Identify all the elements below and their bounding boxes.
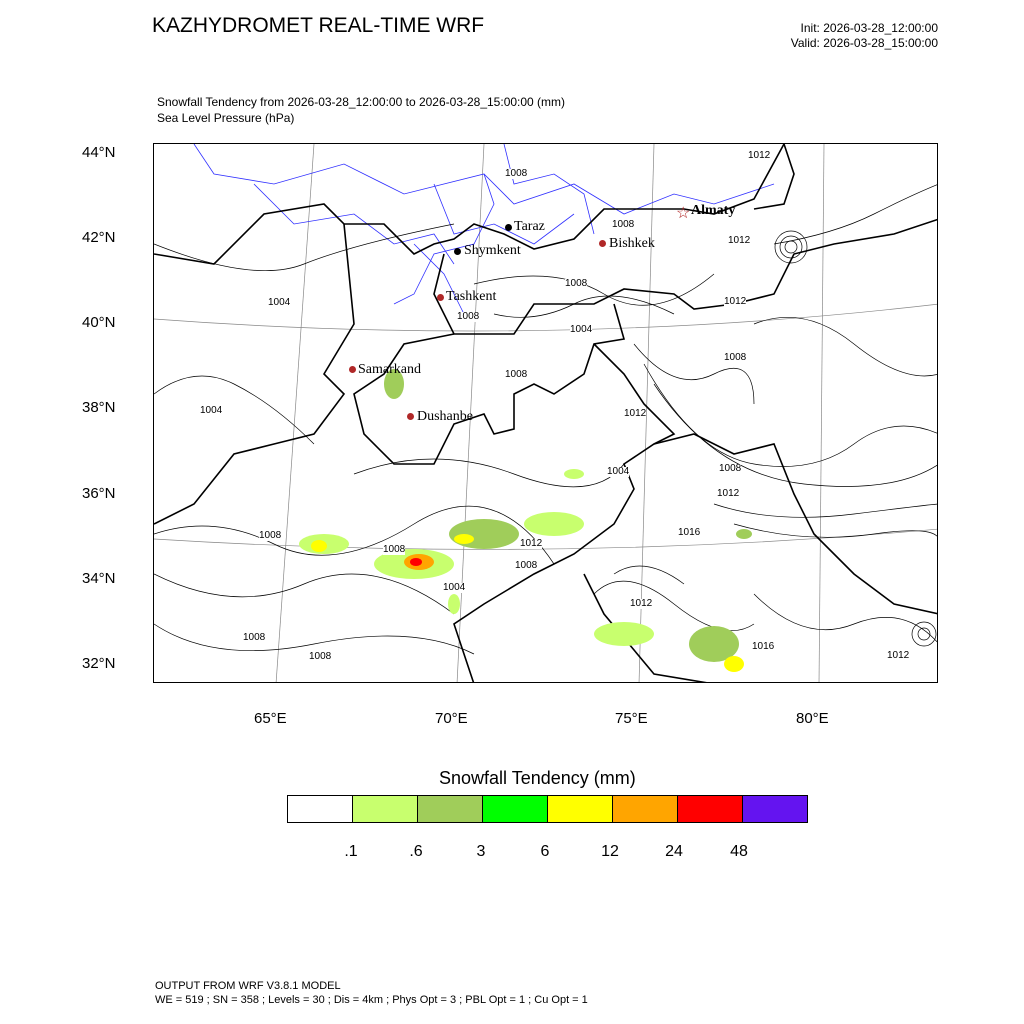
colorbar-swatch [677,796,742,822]
subtitle-slp: Sea Level Pressure (hPa) [157,111,295,125]
contour-label: 1008 [505,369,528,380]
colorbar-swatch [417,796,482,822]
lat-label: 36°N [82,485,116,502]
contour-label: 1008 [243,632,266,643]
colorbar-label: 48 [730,843,748,860]
lon-label: 65°E [254,710,287,727]
lon-label: 80°E [796,710,829,727]
footer-config: WE = 519 ; SN = 358 ; Levels = 30 ; Dis … [155,994,588,1006]
almaty-star-icon: ☆ [676,205,691,222]
city-label-tashkent: Tashkent [446,289,497,304]
lat-label: 34°N [82,570,116,587]
subtitle-snowfall: Snowfall Tendency from 2026-03-28_12:00:… [157,95,566,109]
contour-label: 1008 [719,463,742,474]
contour-label: 1012 [728,235,751,246]
colorbar-label: .6 [409,843,423,860]
contour-label: 1004 [443,582,466,593]
colorbar-swatch [612,796,677,822]
city-marker [349,366,356,373]
footer-model: OUTPUT FROM WRF V3.8.1 MODEL [155,980,341,992]
city-marker [599,240,606,247]
page-title: KAZHYDROMET REAL-TIME WRF [152,14,485,37]
contour-label: 1008 [383,544,406,555]
colorbar-swatch [742,796,807,822]
contour-label: 1008 [259,530,282,541]
contour-label: 1008 [505,168,528,179]
city-label-samarkand: Samarkand [358,362,421,377]
city-label-almaty: Almaty [691,203,736,218]
colorbar-swatch [288,796,352,822]
contour-label: 1012 [624,408,647,419]
valid-time: Valid: 2026-03-28_15:00:00 [790,36,938,50]
colorbar [287,795,808,823]
city-marker [407,413,414,420]
city-label-bishkek: Bishkek [609,236,655,251]
city-label-dushanbe: Dushanbe [417,409,473,424]
init-time: Init: 2026-03-28_12:00:00 [800,21,938,35]
slp-contours [154,184,937,655]
colorbar-label: 3 [476,843,486,860]
lat-label: 42°N [82,229,116,246]
snowfall-shading [299,369,752,672]
contour-label: 1016 [752,641,775,652]
colorbar-title: Snowfall Tendency (mm) [439,768,636,788]
colorbar-swatch [547,796,612,822]
colorbar-label: .1 [344,843,358,860]
graticule [154,144,937,682]
lat-label: 40°N [82,314,116,331]
contour-label: 1008 [612,219,635,230]
contour-label: 1016 [678,527,701,538]
colorbar-swatch [352,796,417,822]
lat-label: 44°N [82,144,116,161]
contour-label: 1004 [607,466,630,477]
lon-label: 70°E [435,710,468,727]
contour-label: 1012 [748,150,771,161]
city-marker [454,248,461,255]
map-plot: 1008 1012 1008 1012 1008 1008 1004 1004 … [153,143,938,683]
contour-label: 1012 [887,650,910,661]
colorbar-label: 24 [665,843,683,860]
city-label-shymkent: Shymkent [464,243,521,258]
contour-label: 1008 [565,278,588,289]
contour-label: 1008 [515,560,538,571]
city-marker [505,224,512,231]
city-marker [437,294,444,301]
lon-label: 75°E [615,710,648,727]
contour-label: 1008 [457,311,480,322]
contour-label: 1012 [520,538,543,549]
colorbar-label: 12 [601,843,619,860]
contour-label: 1008 [724,352,747,363]
contour-label: 1004 [200,405,223,416]
colorbar-label: 6 [540,843,550,860]
city-label-taraz: Taraz [514,219,545,234]
map-graphics [154,144,937,682]
contour-label: 1012 [724,296,747,307]
lat-label: 32°N [82,655,116,672]
contour-label: 1004 [268,297,291,308]
contour-label: 1012 [630,598,653,609]
contour-label: 1004 [570,324,593,335]
contour-label: 1008 [309,651,332,662]
country-borders [154,144,937,682]
lat-label: 38°N [82,399,116,416]
admin-boundaries [193,144,775,315]
colorbar-swatch [482,796,547,822]
contour-label: 1012 [717,488,740,499]
